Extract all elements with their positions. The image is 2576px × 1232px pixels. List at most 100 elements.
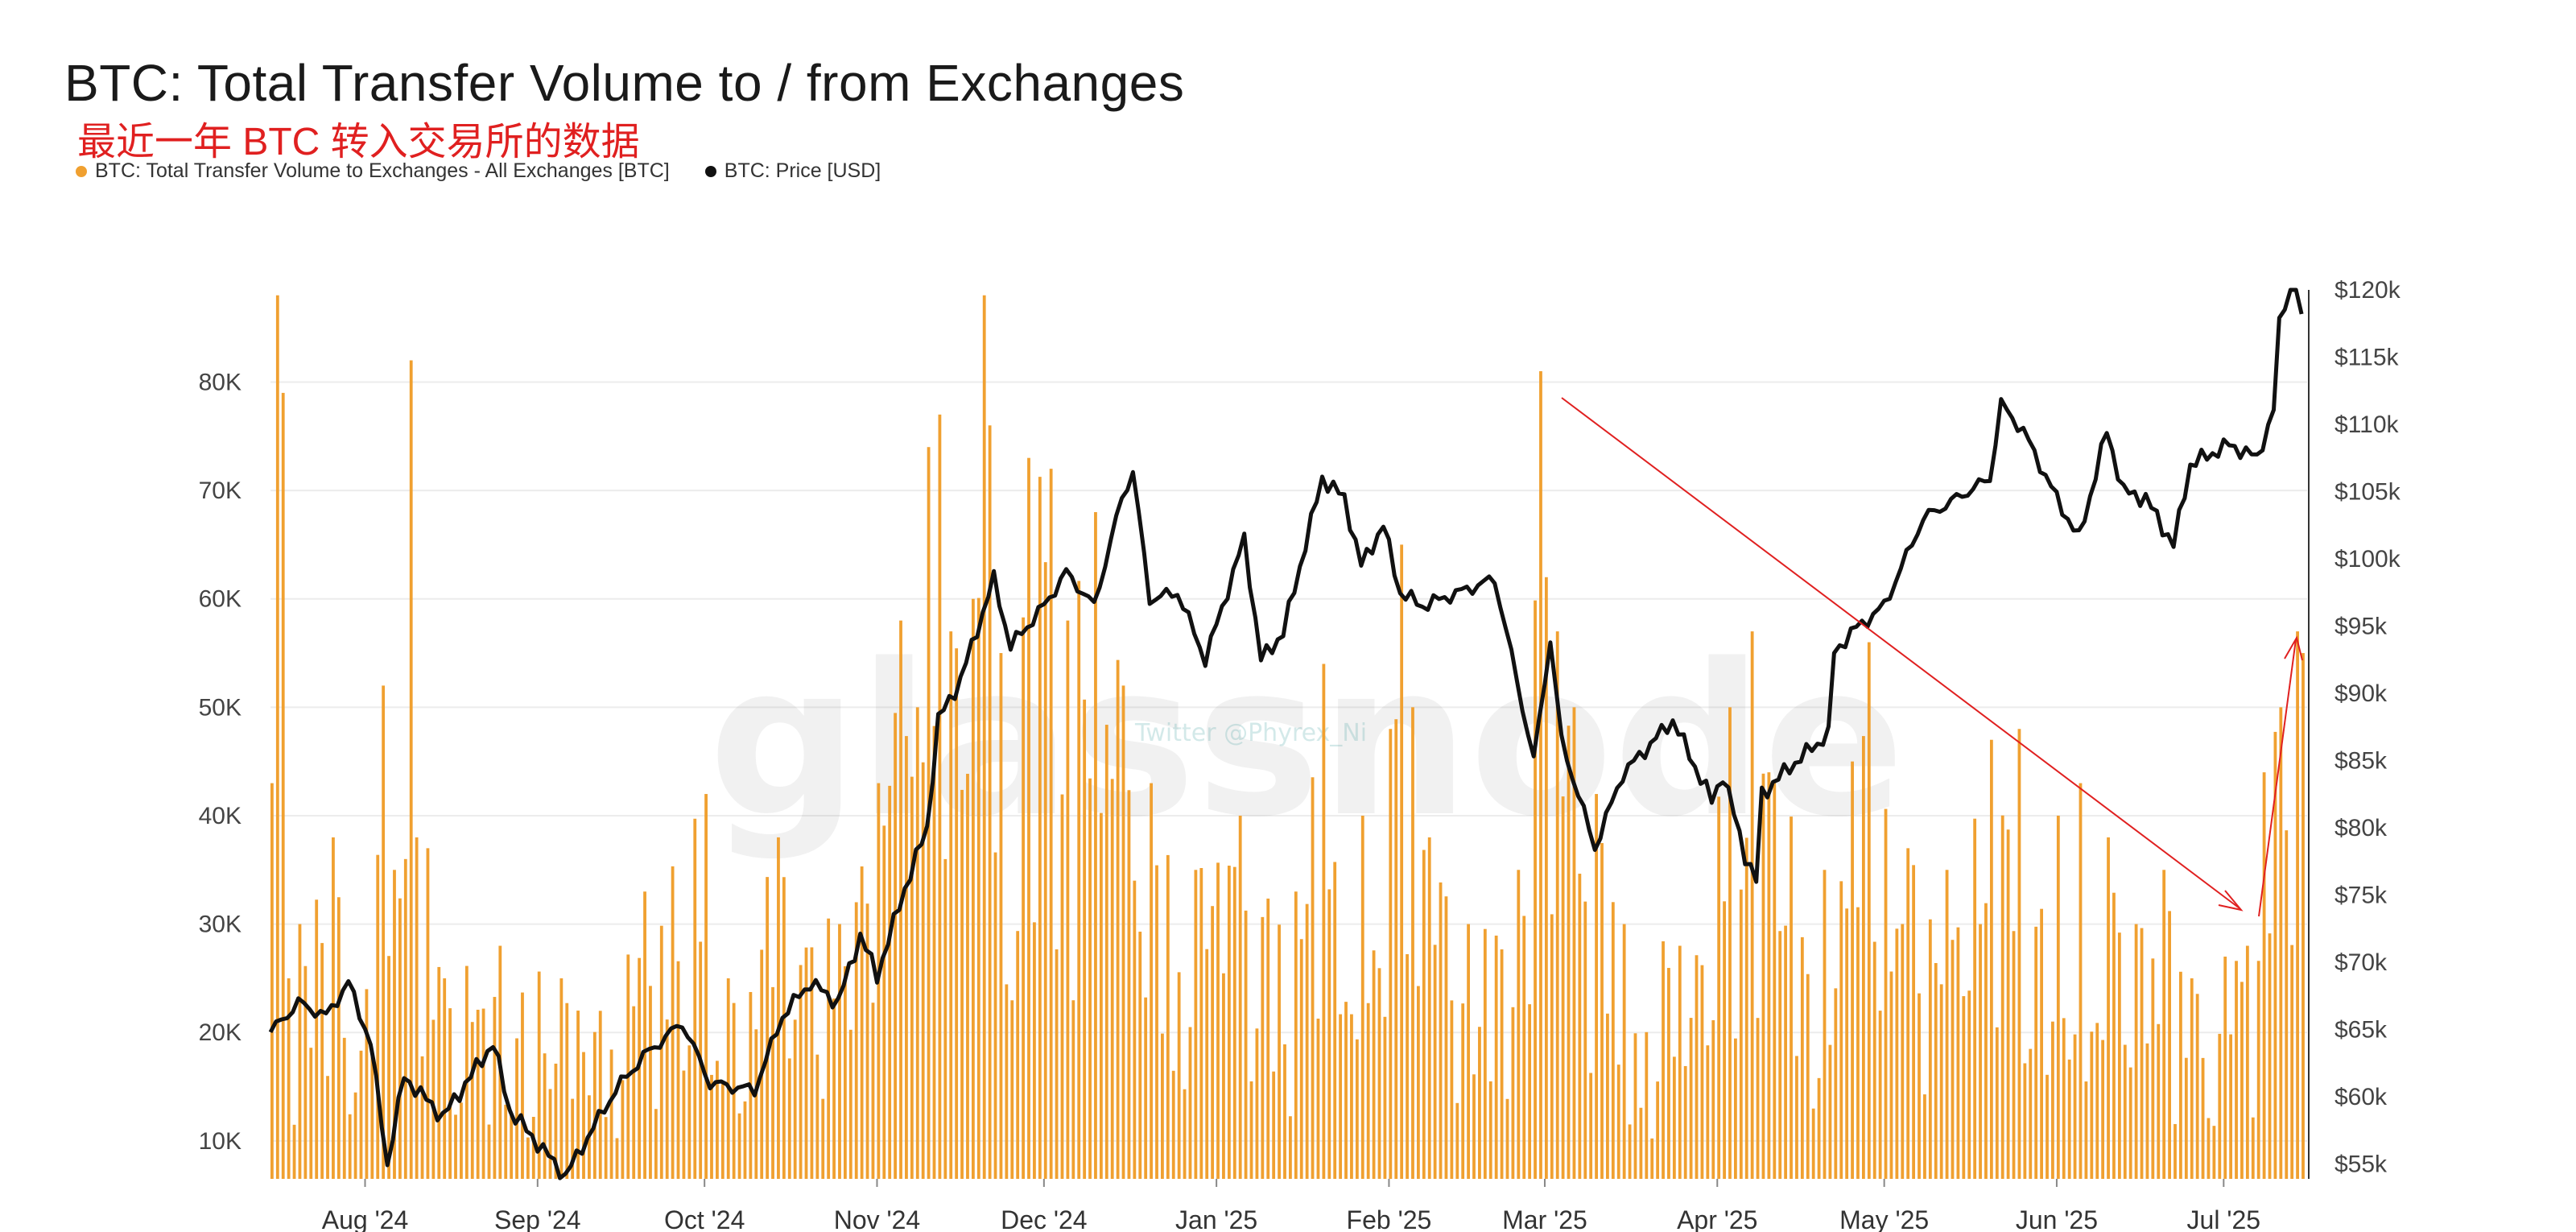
volume-bar [1767, 772, 1771, 1179]
y-right-tick-label: $100k [2334, 546, 2401, 573]
volume-bar [1427, 837, 1431, 1179]
volume-bar [1322, 664, 1326, 1179]
volume-bar [1700, 965, 1704, 1179]
volume-bar [2029, 1048, 2033, 1179]
y-right-tick-label: $85k [2334, 748, 2388, 775]
volume-bar [1383, 1016, 1387, 1179]
volume-bar [315, 899, 319, 1179]
y-right-tick-label: $55k [2334, 1151, 2388, 1178]
annotation-downtrend-line [1561, 397, 2240, 909]
legend-item-volume[interactable]: BTC: Total Transfer Volume to Exchanges … [76, 159, 670, 183]
volume-bar [1005, 984, 1009, 1179]
volume-bar [336, 897, 341, 1179]
volume-bar [515, 1038, 518, 1179]
x-tick-label: May '25 [1839, 1205, 1929, 1232]
volume-bar [2168, 911, 2171, 1179]
volume-bar [2040, 908, 2043, 1179]
volume-bar [1901, 924, 1905, 1179]
volume-bar [1517, 870, 1521, 1179]
volume-bar [476, 1009, 480, 1179]
volume-bar [888, 785, 892, 1179]
volume-bar [1539, 370, 1542, 1180]
volume-bar [1222, 973, 1225, 1179]
volume-bar [1611, 902, 1615, 1179]
volume-bar [1567, 726, 1571, 1179]
volume-bar [609, 1049, 613, 1179]
volume-bar [2245, 945, 2249, 1179]
legend-item-price[interactable]: BTC: Price [USD] [704, 159, 881, 183]
volume-bar [2162, 870, 2166, 1179]
volume-bar [365, 989, 369, 1179]
volume-bar [1127, 790, 1131, 1179]
volume-bar [1645, 1031, 1649, 1179]
volume-bar [1133, 880, 1137, 1179]
volume-bar [1795, 1056, 1798, 1179]
y-left-tick-label: 50K [199, 694, 242, 721]
volume-bar [2056, 815, 2060, 1179]
volume-bar [287, 978, 291, 1179]
volume-bar [1633, 1033, 1637, 1179]
volume-bar [2090, 1031, 2094, 1179]
volume-bar [799, 965, 803, 1179]
volume-bar [1572, 707, 1576, 1179]
volume-bar [398, 898, 402, 1179]
volume-bar [1299, 939, 1303, 1179]
volume-bar [1505, 1098, 1509, 1179]
volume-bar [976, 597, 980, 1179]
volume-bar [827, 918, 831, 1179]
y-right-tick-label: $70k [2334, 949, 2388, 976]
volume-bar [2235, 961, 2238, 1179]
volume-bar [1739, 889, 1743, 1179]
legend: BTC: Total Transfer Volume to Exchanges … [76, 159, 881, 183]
volume-bar [348, 1114, 352, 1179]
x-tick-label: Jun '25 [2016, 1205, 2098, 1232]
volume-bar [1962, 996, 1966, 1179]
volume-bar [949, 631, 953, 1179]
volume-bar [988, 425, 992, 1179]
volume-bar [2256, 961, 2260, 1179]
volume-bar [1662, 941, 1665, 1179]
volume-bar [1750, 631, 1754, 1179]
volume-bar [1249, 1081, 1253, 1179]
volume-bar [905, 736, 908, 1179]
volume-bar [1483, 928, 1487, 1179]
volume-bar [1689, 1018, 1693, 1179]
volume-bar [481, 1008, 485, 1179]
volume-bar [1244, 910, 1248, 1179]
volume-bar [1790, 817, 1793, 1179]
volume-bar [1595, 794, 1598, 1179]
volume-bar [1984, 903, 1988, 1179]
volume-bar [2207, 1118, 2211, 1179]
volume-bar [1773, 782, 1777, 1179]
volume-bar [342, 1037, 346, 1179]
volume-bar [932, 726, 936, 1179]
volume-bar [1071, 1000, 1075, 1179]
volume-bar [2017, 729, 2021, 1179]
volume-bar [2084, 1081, 2088, 1179]
volume-bar [1450, 1000, 1454, 1179]
volume-bar [2062, 1018, 2066, 1179]
volume-bar [2218, 1033, 2222, 1179]
volume-bar [1144, 997, 1148, 1179]
volume-bar [592, 1031, 597, 1179]
volume-bar [1389, 729, 1393, 1179]
volume-bar [1534, 600, 1537, 1179]
volume-bar [1906, 848, 1910, 1179]
x-tick-label: Apr '25 [1677, 1205, 1757, 1232]
volume-bar [2301, 653, 2305, 1179]
volume-bar [1038, 477, 1042, 1179]
volume-bar [1756, 1018, 1760, 1179]
volume-bar [393, 870, 396, 1179]
volume-bar [2073, 1034, 2077, 1179]
x-tick-label: Jan '25 [1175, 1205, 1257, 1232]
volume-bar [1583, 901, 1587, 1179]
volume-bar [1121, 685, 1125, 1179]
volume-bar [760, 949, 764, 1179]
volume-bar [1278, 924, 1281, 1179]
volume-bar [777, 837, 780, 1179]
annotation-uptrend-arrowhead [2284, 635, 2303, 661]
volume-bar [971, 598, 975, 1179]
volume-bar [676, 961, 680, 1179]
volume-bar [448, 1008, 452, 1179]
volume-bar [1099, 812, 1103, 1179]
